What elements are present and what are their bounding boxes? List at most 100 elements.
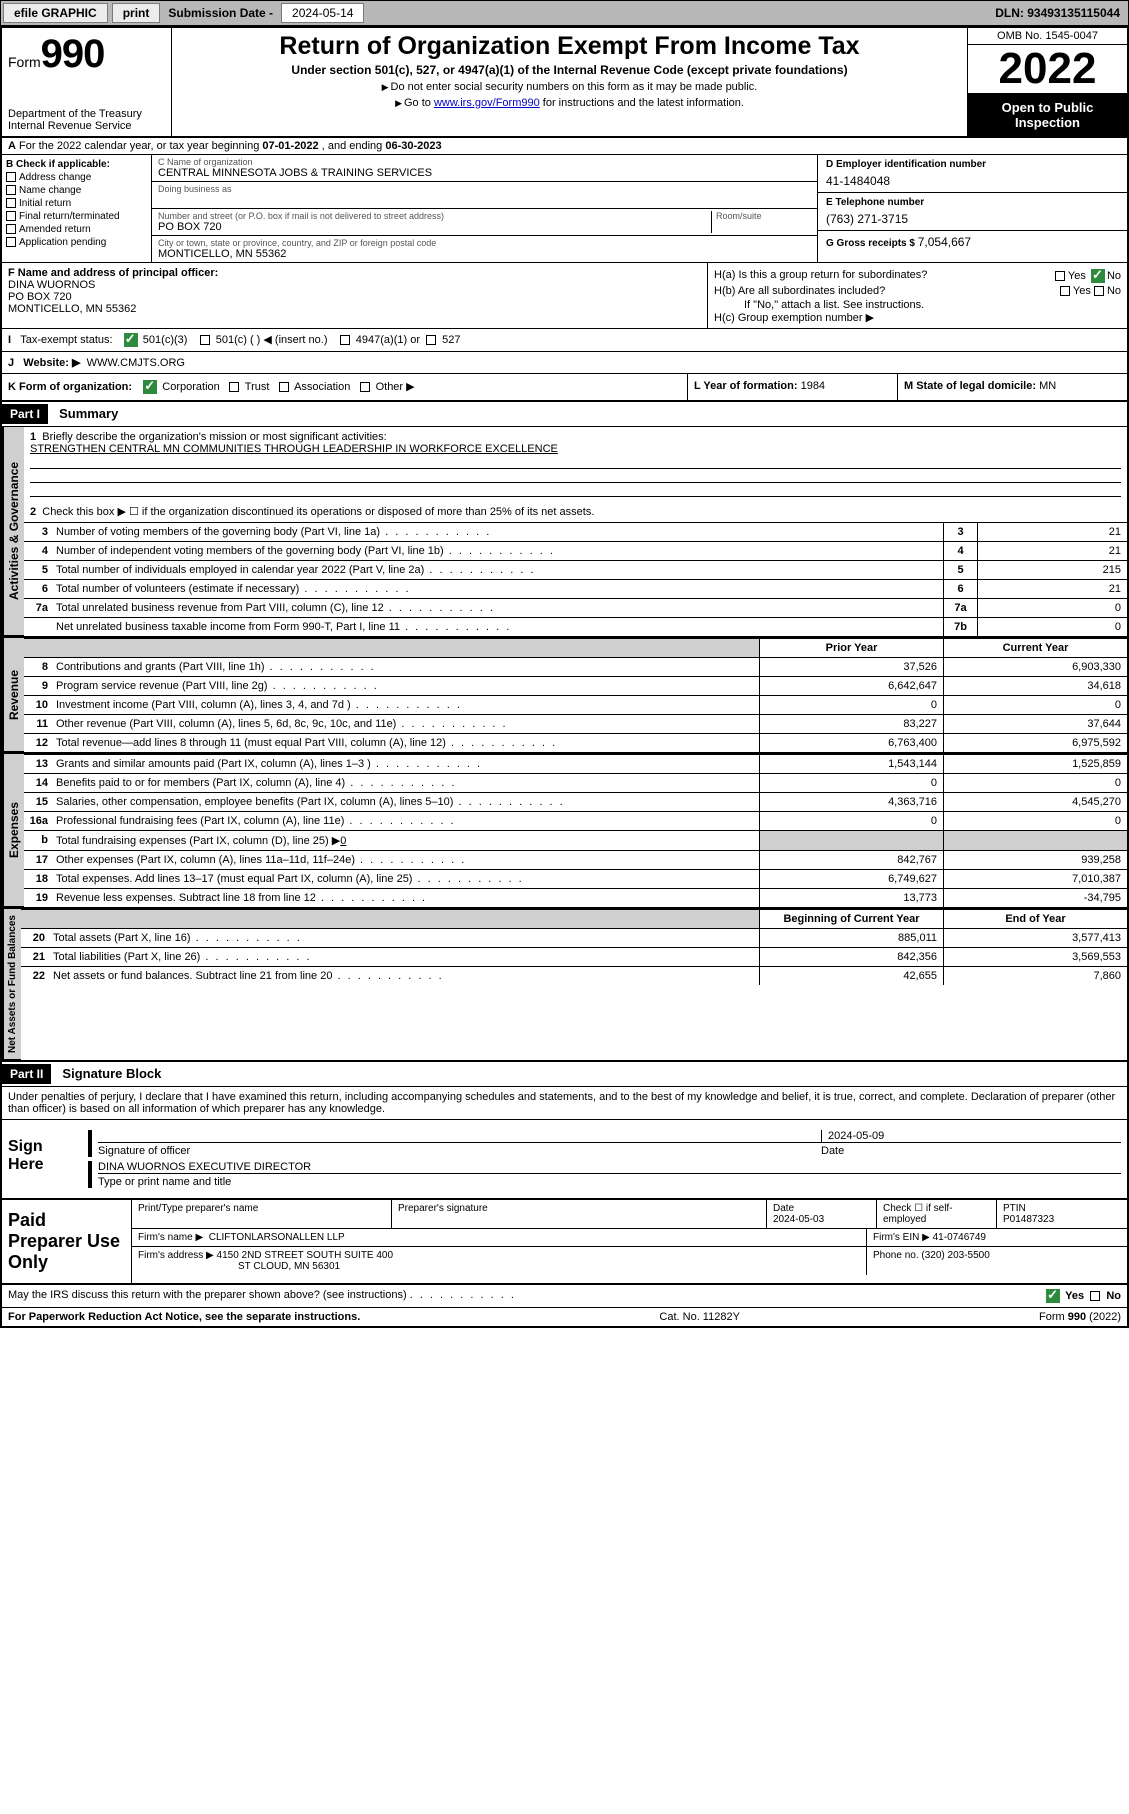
sign-date: 2024-05-09	[821, 1130, 1121, 1142]
officer-print-name: DINA WUORNOS EXECUTIVE DIRECTOR	[98, 1161, 311, 1173]
hb-yes[interactable]	[1060, 286, 1070, 296]
ein-value: 41-1484048	[826, 174, 1119, 188]
ha-yes[interactable]	[1055, 271, 1065, 281]
inspection-badge: Open to Public Inspection	[968, 94, 1127, 136]
street-value: PO BOX 720	[158, 221, 711, 233]
box-b-checkboxes: B Check if applicable: Address change Na…	[2, 155, 152, 262]
rev-line-10: 10 Investment income (Part VIII, column …	[24, 695, 1127, 714]
ha-label: H(a) Is this a group return for subordin…	[714, 269, 927, 283]
ptin-value: P01487323	[1003, 1214, 1054, 1225]
gov-line-5: 5 Total number of individuals employed i…	[24, 560, 1127, 579]
gross-receipts-value: 7,054,667	[918, 235, 971, 249]
self-employed-check[interactable]: Check ☐ if self-employed	[877, 1200, 997, 1228]
city-value: MONTICELLO, MN 55362	[158, 248, 811, 260]
chk-name-change[interactable]: Name change	[6, 185, 147, 196]
net-line-20: 20 Total assets (Part X, line 16) 885,01…	[21, 928, 1127, 947]
officer-name: DINA WUORNOS	[8, 279, 701, 291]
discuss-no[interactable]	[1090, 1291, 1100, 1301]
submission-label: Submission Date -	[162, 6, 279, 20]
tax-status-label: Tax-exempt status:	[20, 334, 112, 346]
efile-button[interactable]: efile GRAPHIC	[3, 3, 108, 23]
begin-year-header: Beginning of Current Year	[759, 910, 943, 928]
form-footer: Form 990 (2022)	[1039, 1311, 1121, 1323]
preparer-date: 2024-05-03	[773, 1214, 824, 1225]
chk-initial-return[interactable]: Initial return	[6, 198, 147, 209]
rev-line-12: 12 Total revenue—add lines 8 through 11 …	[24, 733, 1127, 752]
form-org-label: K Form of organization:	[8, 381, 132, 393]
hb-note: If "No," attach a list. See instructions…	[714, 299, 1121, 311]
chk-final-return[interactable]: Final return/terminated	[6, 211, 147, 222]
chk-other[interactable]	[360, 382, 370, 392]
room-label: Room/suite	[716, 211, 811, 221]
org-name-label: C Name of organization	[158, 157, 811, 167]
hc-label: H(c) Group exemption number ▶	[714, 311, 1121, 324]
tax-year: 2022	[968, 45, 1127, 94]
paid-preparer-label: Paid Preparer Use Only	[2, 1200, 132, 1283]
vtab-expenses: Expenses	[2, 754, 24, 907]
domicile-value: MN	[1039, 380, 1056, 392]
exp-line-19: 19 Revenue less expenses. Subtract line …	[24, 888, 1127, 907]
chk-501c3[interactable]	[124, 333, 138, 347]
prior-year-header: Prior Year	[759, 639, 943, 657]
form-title: Return of Organization Exempt From Incom…	[180, 32, 959, 61]
ha-no-checked[interactable]	[1091, 269, 1105, 283]
sign-here-label: Sign Here	[2, 1120, 82, 1198]
row-a-tax-period: A For the 2022 calendar year, or tax yea…	[2, 138, 1127, 155]
exp-line-15: 15 Salaries, other compensation, employe…	[24, 792, 1127, 811]
gov-line-7a: 7a Total unrelated business revenue from…	[24, 598, 1127, 617]
chk-application-pending[interactable]: Application pending	[6, 237, 147, 248]
part1-title: Summary	[51, 406, 118, 421]
chk-501c[interactable]	[200, 335, 210, 345]
chk-association[interactable]	[279, 382, 289, 392]
irs-link[interactable]: www.irs.gov/Form990	[434, 97, 540, 109]
part1-header: Part I	[2, 404, 48, 424]
firm-name: CLIFTONLARSONALLEN LLP	[209, 1232, 345, 1243]
gov-line-7b: Net unrelated business taxable income fr…	[24, 617, 1127, 636]
year-formation: 1984	[801, 380, 825, 392]
form-container: Form990 Department of the Treasury Inter…	[0, 26, 1129, 1328]
form-note-1: Do not enter social security numbers on …	[180, 81, 959, 93]
top-toolbar: efile GRAPHIC print Submission Date - 20…	[0, 0, 1129, 26]
part2-title: Signature Block	[54, 1066, 161, 1081]
officer-addr2: MONTICELLO, MN 55362	[8, 303, 701, 315]
firm-addr2: ST CLOUD, MN 56301	[138, 1261, 340, 1272]
rev-line-9: 9 Program service revenue (Part VIII, li…	[24, 676, 1127, 695]
street-label: Number and street (or P.O. box if mail i…	[158, 211, 711, 221]
discuss-yes-checked[interactable]	[1046, 1289, 1060, 1303]
declaration-text: Under penalties of perjury, I declare th…	[2, 1087, 1127, 1120]
print-button[interactable]: print	[112, 3, 161, 23]
gov-line-3: 3 Number of voting members of the govern…	[24, 522, 1127, 541]
phone-value: (763) 271-3715	[826, 212, 1119, 226]
chk-address-change[interactable]: Address change	[6, 172, 147, 183]
rev-line-11: 11 Other revenue (Part VIII, column (A),…	[24, 714, 1127, 733]
city-label: City or town, state or province, country…	[158, 238, 811, 248]
mission-label: Briefly describe the organization's miss…	[42, 431, 386, 443]
chk-527[interactable]	[426, 335, 436, 345]
officer-label: F Name and address of principal officer:	[8, 267, 218, 279]
department-label: Department of the Treasury Internal Reve…	[8, 108, 165, 132]
firm-phone: (320) 203-5500	[921, 1250, 989, 1261]
ein-label: D Employer identification number	[826, 159, 1119, 170]
exp-line-13: 13 Grants and similar amounts paid (Part…	[24, 754, 1127, 773]
chk-4947[interactable]	[340, 335, 350, 345]
hb-label: H(b) Are all subordinates included?	[714, 285, 885, 297]
exp-line-16a: 16a Professional fundraising fees (Part …	[24, 811, 1127, 830]
part2-header: Part II	[2, 1064, 51, 1084]
line-2-text: Check this box ▶ ☐ if the organization d…	[42, 506, 594, 518]
discuss-label: May the IRS discuss this return with the…	[8, 1289, 1044, 1303]
exp-line-18: 18 Total expenses. Add lines 13–17 (must…	[24, 869, 1127, 888]
chk-amended-return[interactable]: Amended return	[6, 224, 147, 235]
dba-label: Doing business as	[158, 184, 811, 194]
year-formation-label: L Year of formation:	[694, 380, 798, 392]
hb-no[interactable]	[1094, 286, 1104, 296]
form-note-2: Go to www.irs.gov/Form990 for instructio…	[180, 97, 959, 109]
website-label: Website: ▶	[23, 357, 80, 369]
org-name: CENTRAL MINNESOTA JOBS & TRAINING SERVIC…	[158, 167, 811, 179]
vtab-net-assets: Net Assets or Fund Balances	[2, 909, 21, 1060]
vtab-governance: Activities & Governance	[2, 427, 24, 636]
net-line-21: 21 Total liabilities (Part X, line 26) 8…	[21, 947, 1127, 966]
chk-trust[interactable]	[229, 382, 239, 392]
rev-line-8: 8 Contributions and grants (Part VIII, l…	[24, 657, 1127, 676]
chk-corporation[interactable]	[143, 380, 157, 394]
gov-line-4: 4 Number of independent voting members o…	[24, 541, 1127, 560]
